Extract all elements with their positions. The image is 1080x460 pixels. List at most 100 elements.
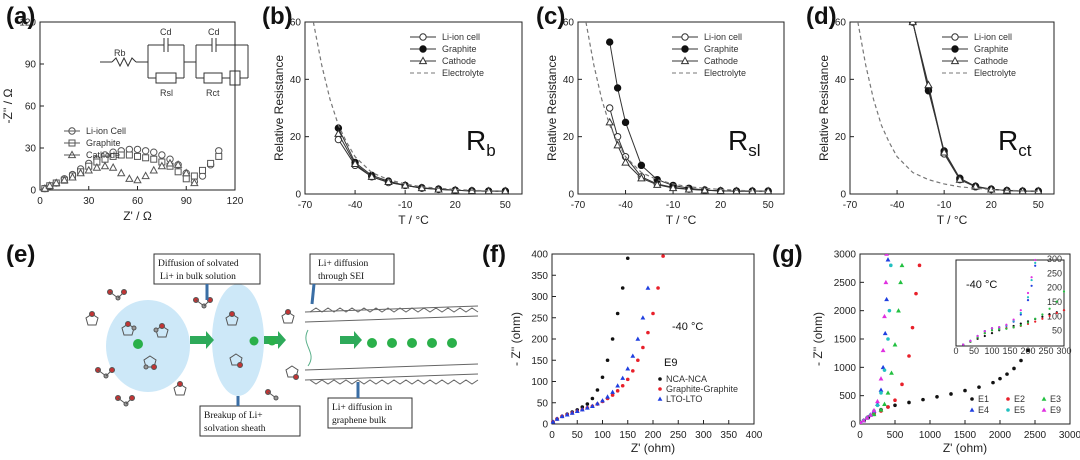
data-point [620,383,625,388]
data-point [190,172,198,180]
x-tick-label: 50 [572,430,584,441]
data-point [559,413,565,419]
data-point [645,285,651,290]
data-point [885,257,891,262]
data-point [1034,317,1037,320]
series-graphite [605,38,772,194]
data-point [1034,261,1037,264]
data-point [924,80,933,89]
y-tick-label: 20 [835,132,847,143]
legend-label: Graphite-Graphite [666,384,738,394]
x-tick-label: 60 [132,196,144,207]
x-axis-label: Z' / Ω [123,209,152,223]
data-point [700,185,710,194]
data-point [133,175,142,184]
sample-label: E9 [664,357,677,369]
data-point [350,159,360,167]
x-tick-label: 200 [645,430,662,441]
data-point [1041,313,1044,316]
x-tick-label: 120 [227,196,244,207]
label-graphene-line1: Li+ diffusion in [332,402,392,413]
series-e2 [860,263,922,424]
x-tick-label: -40 [348,200,363,211]
data-point [100,161,110,170]
y-tick-label: 30 [25,144,37,155]
x-axis-label: Z' (ohm) [631,441,675,455]
data-point [1030,276,1033,279]
data-point [600,398,605,403]
series-electrolyte [585,22,769,192]
data-point [610,337,615,341]
arrow-3 [340,331,362,349]
x-tick-label: 3000 [1059,430,1080,441]
data-point [610,389,615,394]
y-tick-label: 60 [563,18,575,29]
circuit-labels: Rb Cd Cd Rsl Rct [114,27,220,98]
legend-label: E4 [978,405,989,415]
x-tick-label: 1000 [919,430,942,441]
data-point [574,408,580,414]
data-point [864,415,870,420]
li-ion [367,338,377,348]
data-point [990,332,994,335]
data-point [1019,322,1022,325]
data-point [625,366,631,371]
resistance-annotation: Rsl [728,125,761,160]
temperature-annotation: -40 °C [672,321,703,333]
series-line [312,22,506,192]
data-point [878,387,884,392]
inset-x-tick-label: 0 [953,346,958,356]
data-point [684,184,694,193]
legend-marker [681,33,689,41]
legend-label: Electrolyte [704,68,746,78]
data-point [1041,315,1044,318]
data-point [998,325,1001,329]
data-point [182,168,191,177]
y-tick-label: 300 [531,292,548,303]
x-tick-label: 20 [715,200,727,211]
data-point [605,117,614,126]
data-point [907,400,911,405]
x-tick-label: 300 [695,430,712,441]
data-point [149,165,158,174]
data-point [886,405,890,409]
data-point [914,291,918,296]
inset-frame [955,259,1065,347]
data-point [1030,284,1033,287]
x-tick-label: 0 [857,430,863,441]
data-point [625,256,630,261]
data-point [882,401,887,406]
data-point [125,174,134,182]
label-breakup-line2: solvation sheath [204,424,266,434]
legend-label: E3 [1050,394,1061,404]
legend-marker [951,33,959,41]
x-tick-label: 500 [887,430,904,441]
x-tick-label: -70 [298,200,313,211]
label-box-graphene [327,397,413,429]
y-tick-label: 0 [840,190,846,201]
li-ion [447,338,457,348]
data-point [878,376,884,381]
x-tick-label: 150 [619,430,636,441]
inset-x-tick-label: 100 [984,346,999,356]
data-point [615,383,621,388]
data-point [900,382,904,387]
data-point [976,334,979,338]
data-point [207,159,215,167]
label-box-diffusion-solution [153,253,261,285]
data-point [621,157,630,166]
resistance-annotation-subscript: ct [1018,141,1032,160]
data-point [991,380,995,385]
legend-label: Electrolyte [974,68,1016,78]
data-point [878,407,884,412]
x-tick-label: -40 [618,200,633,211]
y-tick-label: 200 [531,335,548,346]
data-point [908,22,918,26]
legend-marker [1041,407,1047,412]
circuit-diagram [100,38,249,86]
data-point [884,296,889,302]
data-point [1005,372,1009,376]
legend-marker [950,56,960,65]
data-point [141,171,150,180]
y-tick-label: 100 [531,377,548,388]
